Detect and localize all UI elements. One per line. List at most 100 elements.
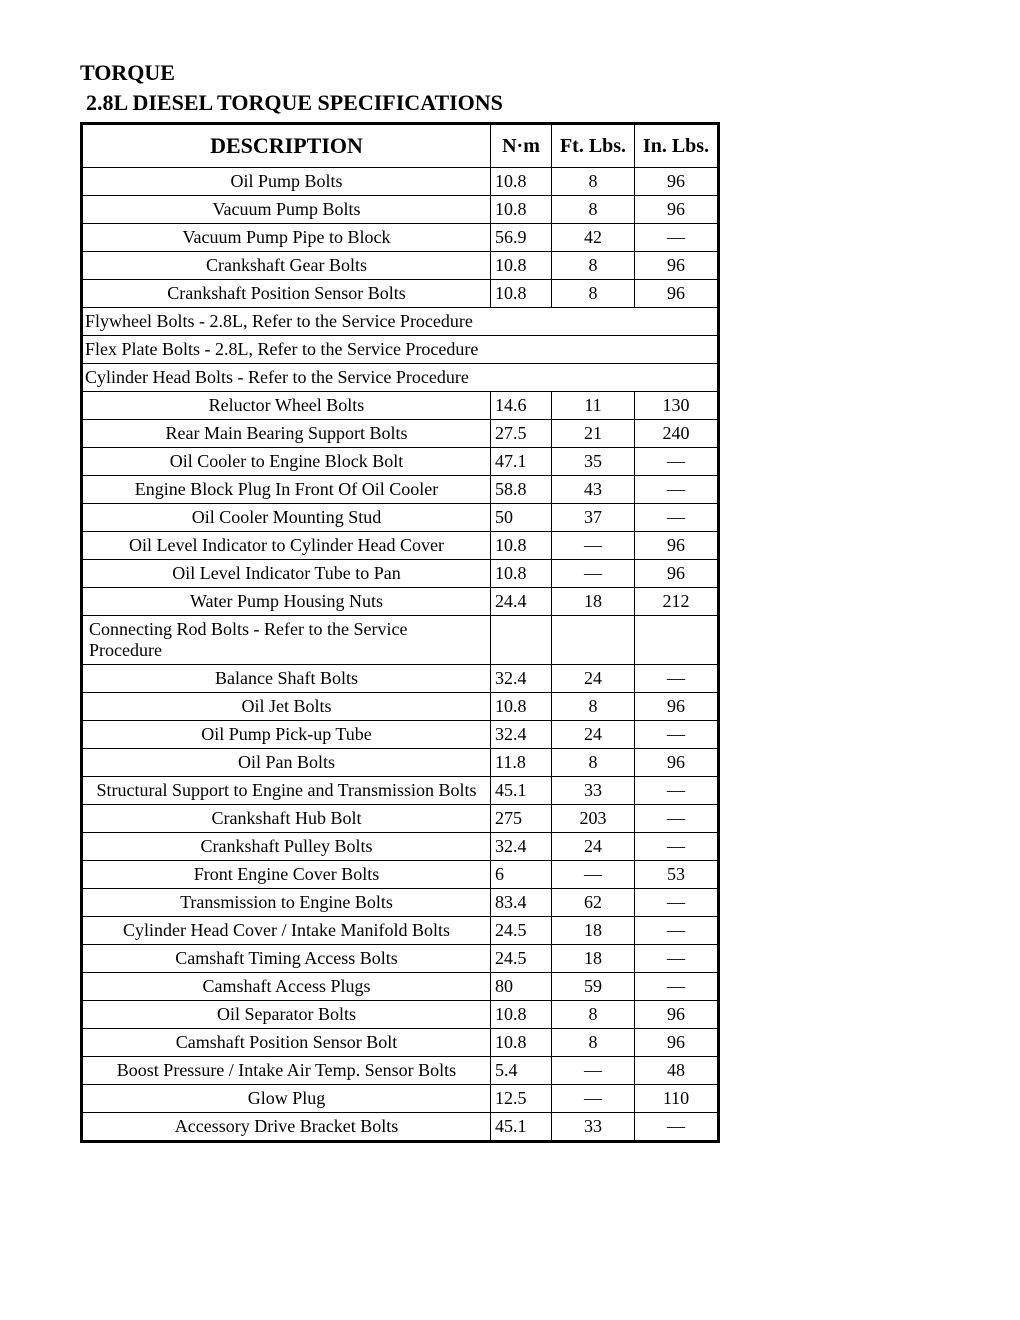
cell-description: Engine Block Plug In Front Of Oil Cooler: [82, 476, 491, 504]
cell-inlbs: —: [635, 224, 719, 252]
cell-description: Glow Plug: [82, 1085, 491, 1113]
cell-inlbs: 96: [635, 196, 719, 224]
cell-description: Crankshaft Position Sensor Bolts: [82, 280, 491, 308]
cell-inlbs: 96: [635, 693, 719, 721]
table-row: Oil Level Indicator Tube to Pan10.8—96: [82, 560, 719, 588]
table-row: Camshaft Access Plugs8059—: [82, 973, 719, 1001]
cell-description: Water Pump Housing Nuts: [82, 588, 491, 616]
cell-nm: [491, 616, 552, 665]
cell-nm: 275: [491, 805, 552, 833]
cell-inlbs: —: [635, 504, 719, 532]
cell-ftlbs: 43: [552, 476, 635, 504]
table-row: Connecting Rod Bolts - Refer to the Serv…: [82, 616, 719, 665]
cell-nm: 45.1: [491, 777, 552, 805]
cell-ftlbs: —: [552, 1057, 635, 1085]
cell-inlbs: 96: [635, 1029, 719, 1057]
table-row: Balance Shaft Bolts32.424—: [82, 665, 719, 693]
table-row: Reluctor Wheel Bolts14.611130: [82, 392, 719, 420]
cell-inlbs: 96: [635, 280, 719, 308]
cell-description: Rear Main Bearing Support Bolts: [82, 420, 491, 448]
cell-nm: 24.5: [491, 917, 552, 945]
table-row: Oil Cooler Mounting Stud5037—: [82, 504, 719, 532]
table-row: Vacuum Pump Bolts10.8896: [82, 196, 719, 224]
cell-inlbs: —: [635, 1113, 719, 1142]
cell-ftlbs: —: [552, 560, 635, 588]
table-row: Crankshaft Gear Bolts10.8896: [82, 252, 719, 280]
cell-inlbs: —: [635, 917, 719, 945]
cell-ftlbs: 18: [552, 588, 635, 616]
cell-description: Oil Cooler to Engine Block Bolt: [82, 448, 491, 476]
table-row: Flywheel Bolts - 2.8L, Refer to the Serv…: [82, 308, 719, 336]
cell-description: Accessory Drive Bracket Bolts: [82, 1113, 491, 1142]
cell-nm: 10.8: [491, 560, 552, 588]
col-header-description: DESCRIPTION: [82, 124, 491, 168]
cell-description: Oil Pump Bolts: [82, 168, 491, 196]
cell-ftlbs: 42: [552, 224, 635, 252]
cell-description: Balance Shaft Bolts: [82, 665, 491, 693]
cell-ftlbs: —: [552, 532, 635, 560]
cell-description: Oil Jet Bolts: [82, 693, 491, 721]
cell-description: Crankshaft Gear Bolts: [82, 252, 491, 280]
cell-nm: 50: [491, 504, 552, 532]
cell-nm: 10.8: [491, 252, 552, 280]
cell-nm: 10.8: [491, 280, 552, 308]
cell-ftlbs: 21: [552, 420, 635, 448]
cell-nm: 32.4: [491, 833, 552, 861]
cell-inlbs: —: [635, 448, 719, 476]
cell-description: Oil Level Indicator to Cylinder Head Cov…: [82, 532, 491, 560]
cell-ftlbs: 24: [552, 833, 635, 861]
cell-inlbs: —: [635, 945, 719, 973]
cell-nm: 11.8: [491, 749, 552, 777]
cell-description: Camshaft Access Plugs: [82, 973, 491, 1001]
col-header-nm: N·m: [491, 124, 552, 168]
cell-inlbs: 96: [635, 252, 719, 280]
cell-ftlbs: —: [552, 861, 635, 889]
cell-description: Vacuum Pump Bolts: [82, 196, 491, 224]
cell-nm: 10.8: [491, 1029, 552, 1057]
cell-ftlbs: 8: [552, 1001, 635, 1029]
cell-description: Vacuum Pump Pipe to Block: [82, 224, 491, 252]
table-row: Cylinder Head Cover / Intake Manifold Bo…: [82, 917, 719, 945]
table-title: 2.8L DIESEL TORQUE SPECIFICATIONS: [80, 90, 940, 116]
cell-inlbs: 96: [635, 168, 719, 196]
cell-description: Structural Support to Engine and Transmi…: [82, 777, 491, 805]
table-row: Oil Separator Bolts10.8896: [82, 1001, 719, 1029]
cell-nm: 14.6: [491, 392, 552, 420]
span-row-text: Flywheel Bolts - 2.8L, Refer to the Serv…: [82, 308, 719, 336]
cell-ftlbs: 33: [552, 777, 635, 805]
cell-nm: 32.4: [491, 665, 552, 693]
cell-description: Reluctor Wheel Bolts: [82, 392, 491, 420]
cell-nm: 10.8: [491, 693, 552, 721]
table-row: Water Pump Housing Nuts24.418212: [82, 588, 719, 616]
table-row: Oil Pump Pick-up Tube32.424—: [82, 721, 719, 749]
table-row: Flex Plate Bolts - 2.8L, Refer to the Se…: [82, 336, 719, 364]
cell-nm: 24.4: [491, 588, 552, 616]
table-row: Glow Plug12.5—110: [82, 1085, 719, 1113]
span-row-text: Flex Plate Bolts - 2.8L, Refer to the Se…: [82, 336, 719, 364]
cell-inlbs: 96: [635, 1001, 719, 1029]
cell-nm: 10.8: [491, 168, 552, 196]
cell-ftlbs: 24: [552, 665, 635, 693]
table-row: Oil Pump Bolts10.8896: [82, 168, 719, 196]
cell-ftlbs: 18: [552, 945, 635, 973]
cell-ftlbs: 62: [552, 889, 635, 917]
cell-description: Oil Pump Pick-up Tube: [82, 721, 491, 749]
cell-description: Oil Separator Bolts: [82, 1001, 491, 1029]
cell-ftlbs: [552, 616, 635, 665]
cell-inlbs: 96: [635, 532, 719, 560]
cell-inlbs: 212: [635, 588, 719, 616]
table-row: Transmission to Engine Bolts83.462—: [82, 889, 719, 917]
cell-nm: 6: [491, 861, 552, 889]
cell-nm: 32.4: [491, 721, 552, 749]
cell-description: Front Engine Cover Bolts: [82, 861, 491, 889]
table-row: Cylinder Head Bolts - Refer to the Servi…: [82, 364, 719, 392]
table-row: Crankshaft Pulley Bolts32.424—: [82, 833, 719, 861]
cell-inlbs: —: [635, 833, 719, 861]
table-row: Oil Jet Bolts10.8896: [82, 693, 719, 721]
col-header-inlbs: In. Lbs.: [635, 124, 719, 168]
cell-ftlbs: 11: [552, 392, 635, 420]
cell-inlbs: 48: [635, 1057, 719, 1085]
cell-nm: 45.1: [491, 1113, 552, 1142]
cell-nm: 10.8: [491, 532, 552, 560]
cell-nm: 12.5: [491, 1085, 552, 1113]
